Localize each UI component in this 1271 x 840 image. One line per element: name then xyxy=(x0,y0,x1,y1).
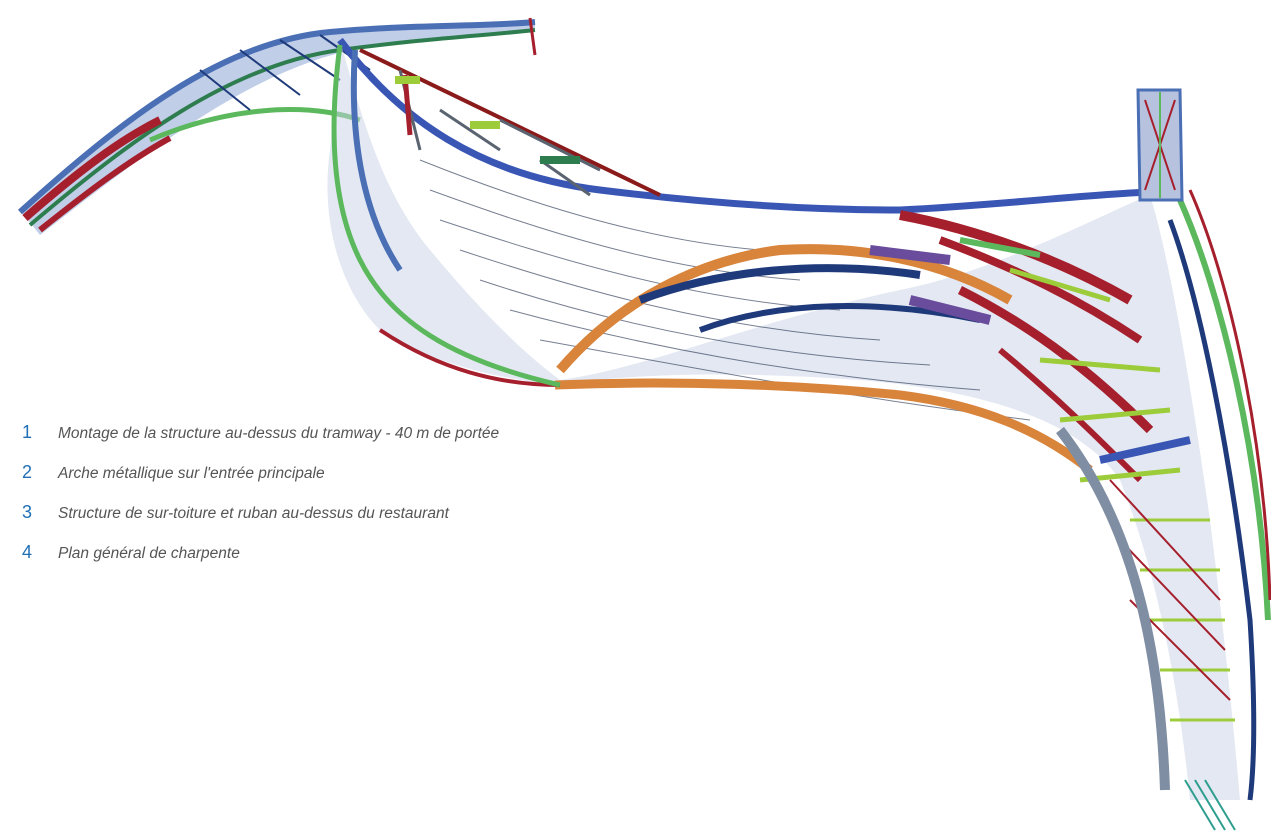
caption-text: Montage de la structure au-dessus du tra… xyxy=(58,425,500,442)
caption-text: Plan général de charpente xyxy=(58,545,240,562)
left-arm-structure xyxy=(17,19,536,235)
main-shell-structure xyxy=(327,37,1240,800)
caption-text: Arche métallique sur l'entrée principale xyxy=(58,465,325,482)
caption-text: Structure de sur-toiture et ruban au-des… xyxy=(58,505,449,522)
caption-item: 2 Arche métallique sur l'entrée principa… xyxy=(22,462,722,502)
caption-number: 1 xyxy=(22,422,33,442)
caption-list: 1 Montage de la structure au-dessus du t… xyxy=(22,422,722,582)
right-wing-structure xyxy=(869,88,1271,831)
caption-item: 1 Montage de la structure au-dessus du t… xyxy=(22,422,722,462)
caption-item: 4 Plan général de charpente xyxy=(22,542,722,582)
caption-item: 3 Structure de sur-toiture et ruban au-d… xyxy=(22,502,722,542)
caption-number: 3 xyxy=(22,502,33,522)
tramway-truss xyxy=(359,17,661,197)
caption-number: 2 xyxy=(22,462,33,482)
caption-number: 4 xyxy=(22,542,33,562)
